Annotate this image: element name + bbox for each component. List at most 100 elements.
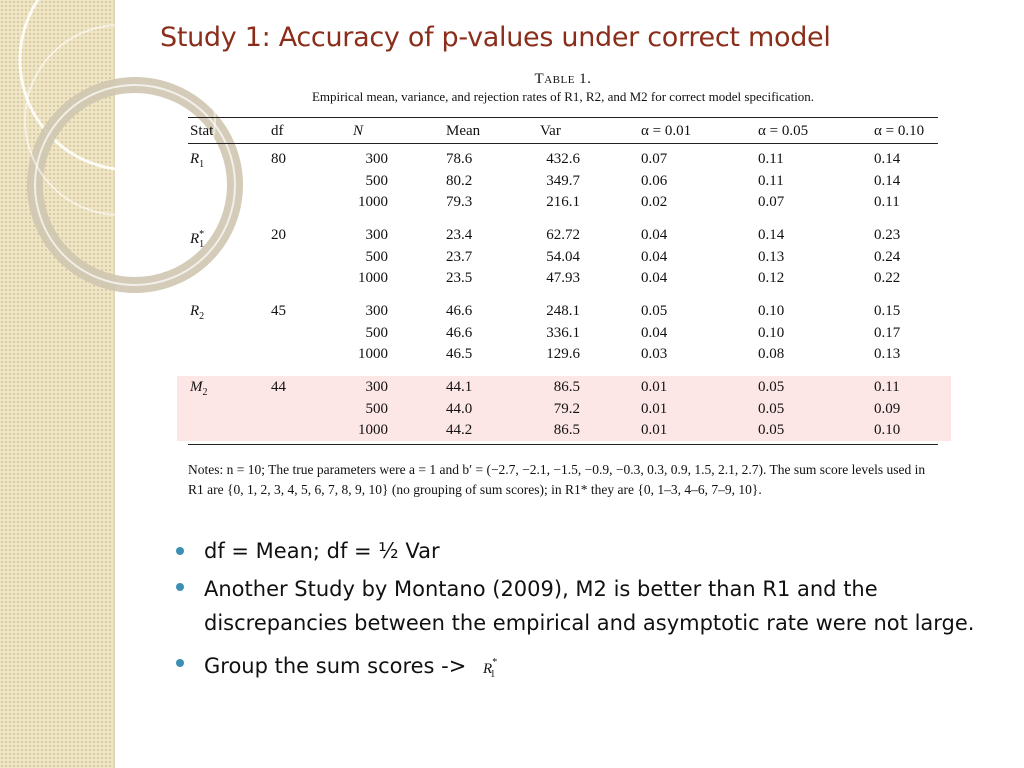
table-cell-var: 349.7	[546, 172, 580, 189]
table-cell-a05: 0.05	[758, 379, 785, 395]
table-cell-a01: 0.05	[641, 303, 668, 319]
table-cell-a01: 0.01	[641, 400, 668, 417]
bullet-text: Another Study by Montano (2009), M2 is b…	[204, 577, 975, 635]
col-header-mean: Mean	[446, 123, 481, 139]
r1-star-symbol: R*1	[483, 657, 498, 680]
table-cell-mean: 23.4	[446, 227, 473, 243]
table-cell-n: 500	[365, 324, 389, 341]
table-cell-var: 248.1	[546, 303, 580, 319]
col-header-stat: Stat	[190, 123, 214, 139]
table-cell-var: 62.72	[546, 227, 580, 243]
df-m2: 44	[271, 379, 286, 395]
table-cell-a10: 0.17	[874, 324, 901, 341]
m2-highlight-band	[177, 376, 951, 441]
table-cell-a01: 0.03	[641, 346, 668, 362]
bullet-dot-icon	[176, 547, 184, 555]
table-cell-var: 432.6	[546, 151, 580, 167]
stat-label-r1: R1	[190, 151, 205, 170]
table-cell-a05: 0.07	[758, 194, 785, 210]
table-cell-a10: 0.11	[874, 194, 900, 210]
df-r1: 80	[271, 151, 286, 167]
table-cell-n: 1000	[358, 194, 388, 210]
stat-label-r1-star: R*1	[190, 229, 205, 250]
table-cell-a05: 0.11	[758, 172, 784, 189]
table-cell-mean: 79.3	[446, 194, 473, 210]
table-cell-a10: 0.23	[874, 227, 901, 243]
col-header-n: N	[353, 123, 364, 139]
table-cell-n: 1000	[358, 270, 388, 286]
table-cell-a01: 0.07	[641, 151, 668, 167]
table-cell-mean: 44.1	[446, 379, 473, 395]
table-cell-a10: 0.10	[874, 422, 901, 438]
col-header-alpha-10: α = 0.10	[874, 123, 925, 139]
table-rule-top	[188, 117, 938, 118]
table-cell-var: 86.5	[553, 422, 580, 438]
table-cell-a05: 0.12	[758, 270, 785, 286]
bullet-item: Group the sum scores -> R*1	[170, 648, 990, 690]
table-cell-var: 336.1	[546, 324, 580, 341]
table-cell-a01: 0.06	[641, 172, 668, 189]
table-cell-a01: 0.01	[641, 379, 668, 395]
bullet-text: Group the sum scores ->	[204, 654, 467, 678]
col-header-df: df	[271, 123, 284, 139]
table-cell-a01: 0.04	[641, 248, 668, 265]
decorative-circles	[18, 0, 243, 293]
table-cell-a05: 0.05	[758, 422, 785, 438]
table-cell-var: 216.1	[546, 194, 580, 210]
table-cell-mean: 23.7	[446, 248, 473, 265]
table-notes: Notes: n = 10; The true parameters were …	[188, 462, 926, 497]
table-cell-a05: 0.10	[758, 324, 785, 341]
col-header-var: Var	[540, 123, 561, 139]
col-header-alpha-05: α = 0.05	[758, 123, 809, 139]
table-cell-mean: 44.2	[446, 422, 473, 438]
table-cell-mean: 78.6	[446, 151, 473, 167]
bullet-text: df = Mean; df = ½ Var	[204, 539, 440, 563]
table-cell-a01: 0.02	[641, 194, 668, 210]
table-cell-var: 129.6	[546, 346, 580, 362]
table-cell-n: 300	[365, 303, 389, 319]
table-cell-a01: 0.01	[641, 422, 668, 438]
bullet-item: df = Mean; df = ½ Var	[170, 536, 990, 566]
table-cell-n: 1000	[358, 346, 388, 362]
table-cell-a05: 0.13	[758, 248, 785, 265]
stat-label-r2: R2	[190, 303, 205, 322]
table-cell-n: 500	[365, 400, 389, 417]
table-cell-var: 79.2	[553, 400, 580, 417]
table-cell-var: 86.5	[553, 379, 580, 395]
bullet-dot-icon	[176, 659, 184, 667]
table-cell-n: 500	[365, 172, 389, 189]
table-rule-header	[188, 143, 938, 144]
table-cell-mean: 23.5	[446, 270, 473, 286]
sidebar-edge	[113, 0, 115, 768]
table-cell-a05: 0.10	[758, 303, 785, 319]
table-cell-a10: 0.24	[874, 248, 901, 265]
table-cell-n: 1000	[358, 422, 388, 438]
table-cell-a10: 0.14	[874, 172, 901, 189]
table-cell-mean: 46.6	[446, 303, 473, 319]
table-cell-a10: 0.14	[874, 151, 901, 167]
table-caption: Table 1. Empirical mean, variance, and r…	[188, 70, 938, 106]
col-header-alpha-01: α = 0.01	[641, 123, 692, 139]
table-cell-a01: 0.04	[641, 227, 668, 243]
table-description: Empirical mean, variance, and rejection …	[311, 89, 815, 104]
table-cell-a10: 0.22	[874, 270, 901, 286]
table-cell-a05: 0.14	[758, 227, 785, 243]
table-cell-mean: 80.2	[446, 172, 473, 189]
table-cell-a05: 0.05	[758, 400, 785, 417]
table-cell-n: 500	[365, 248, 389, 265]
table-cell-mean: 46.5	[446, 346, 473, 362]
slide-title: Study 1: Accuracy of p-values under corr…	[160, 22, 831, 53]
stat-label-m2: M2	[190, 379, 208, 398]
df-r2: 45	[271, 303, 286, 319]
bullet-list: df = Mean; df = ½ Var Another Study by M…	[170, 536, 990, 690]
table-cell-a05: 0.08	[758, 346, 785, 362]
table-name: Table 1.	[534, 71, 592, 87]
table-cell-a10: 0.11	[874, 379, 900, 395]
table-cell-a10: 0.09	[874, 400, 901, 417]
table-cell-mean: 46.6	[446, 324, 473, 341]
table-cell-n: 300	[365, 151, 389, 167]
bullet-dot-icon	[176, 583, 184, 591]
table-cell-n: 300	[365, 379, 389, 395]
table-cell-var: 54.04	[546, 248, 580, 265]
table-cell-n: 300	[365, 227, 389, 243]
